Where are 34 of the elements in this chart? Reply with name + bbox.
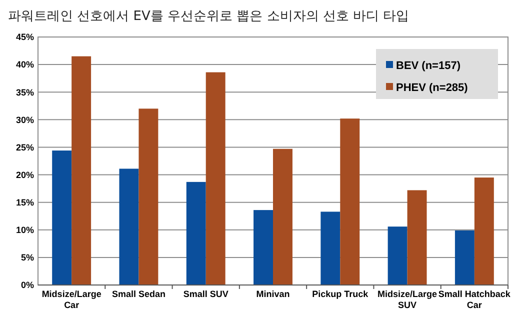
- y-tick-label: 35%: [16, 87, 34, 98]
- bar: [186, 182, 206, 285]
- x-tick-label: Small SUV: [183, 289, 228, 299]
- bar: [320, 212, 340, 285]
- bar: [206, 72, 226, 285]
- y-tick-label: 0%: [20, 280, 34, 290]
- y-tick-label: 40%: [16, 60, 34, 70]
- y-tick-label: 5%: [20, 252, 34, 263]
- bar: [138, 108, 158, 285]
- y-tick-label: 45%: [16, 32, 34, 42]
- legend-label: BEV (n=157): [396, 60, 461, 72]
- y-tick-label: 25%: [16, 142, 34, 152]
- y-tick-label: 30%: [16, 114, 34, 125]
- x-tick-label: Minivan: [256, 289, 290, 299]
- legend-label: PHEV (n=285): [396, 82, 468, 94]
- bar: [119, 168, 139, 285]
- bar: [454, 230, 474, 285]
- x-tick-label: Midsize/Large Car: [42, 289, 102, 310]
- x-tick-label: Small Hatchback Car: [438, 289, 512, 310]
- bar: [273, 148, 292, 285]
- x-tick-label: Small Sedan: [112, 289, 166, 299]
- bar: [52, 150, 72, 285]
- bar: [72, 56, 92, 285]
- x-tick-label: Midsize/Large SUV: [378, 289, 438, 310]
- bar: [407, 190, 427, 285]
- y-tick-label: 15%: [16, 197, 34, 208]
- bar: [388, 226, 408, 285]
- bar: [254, 210, 273, 285]
- bar: [474, 178, 494, 285]
- y-tick-label: 10%: [16, 225, 34, 236]
- bar: [340, 118, 360, 285]
- y-tick-label: 20%: [16, 170, 34, 180]
- chart-title: 파워트레인 선호에서 EV를 우선순위로 뽑은 소비자의 선호 바디 타입: [8, 9, 410, 24]
- x-tick-label: Pickup Truck: [312, 289, 370, 299]
